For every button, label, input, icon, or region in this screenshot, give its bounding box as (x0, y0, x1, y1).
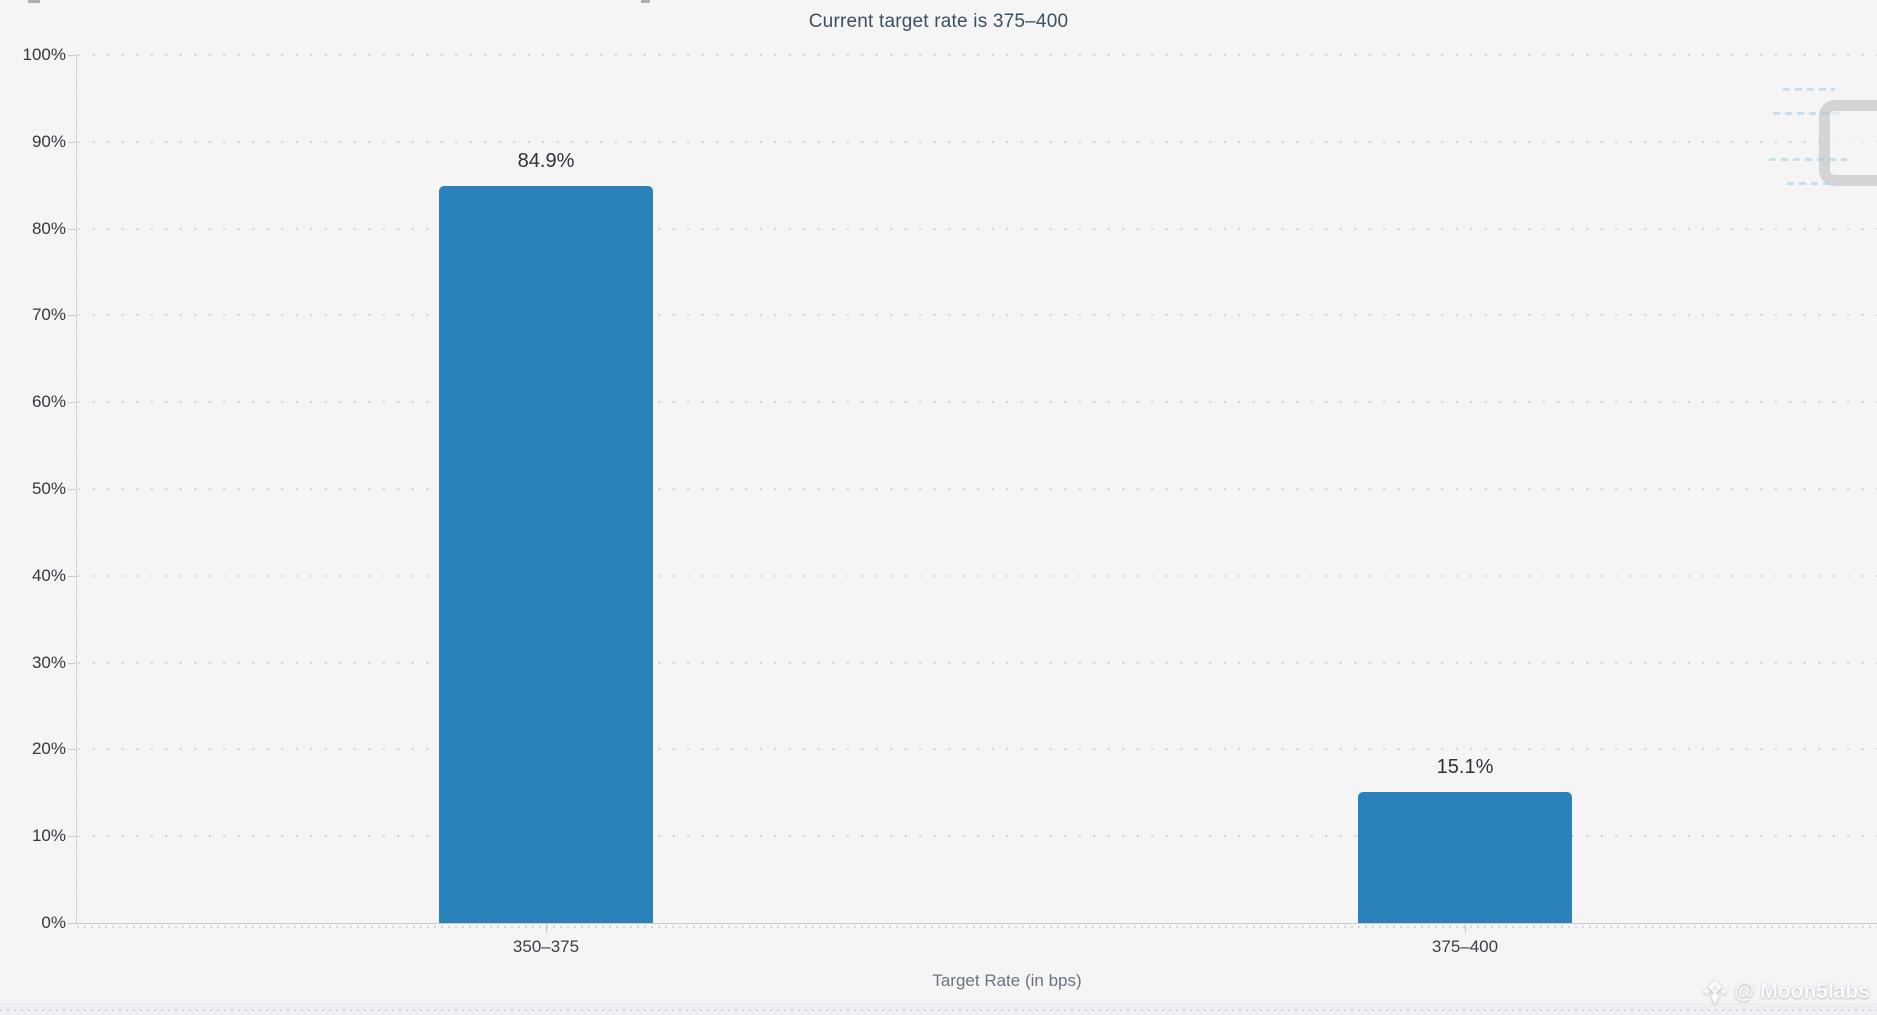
gridline-80 (78, 227, 1877, 230)
edge-logo-watermark-icon (1819, 100, 1877, 186)
y-tick-mark (68, 662, 76, 664)
y-tick-mark (68, 749, 76, 751)
chart-title: Current target rate is 375–400 (808, 11, 1069, 32)
y-tick-label: 80% (31, 218, 66, 238)
cropped-text-fragment (28, 0, 40, 3)
gridline-40 (78, 574, 1877, 577)
plot-area: 84.9% 15.1% (77, 54, 1877, 923)
y-axis-line (76, 55, 77, 924)
next-panel-edge (0, 1003, 1877, 1015)
gridline-60 (78, 401, 1877, 404)
y-tick-mark (68, 55, 76, 56)
watermark: @ Moon5labs (1702, 977, 1870, 1007)
gridline-50 (78, 488, 1877, 490)
y-tick-mark (68, 575, 76, 577)
y-tick-label: 90% (31, 131, 66, 151)
logo-speed-line (1769, 158, 1847, 161)
logo-speed-line (1787, 182, 1833, 185)
x-tick-label: 375–400 (1431, 937, 1499, 956)
watermark-text: @ Moon5labs (1734, 980, 1870, 1003)
logo-speed-line (1783, 88, 1835, 91)
y-tick-label: 10% (31, 826, 66, 846)
y-tick-mark (68, 836, 76, 838)
y-tick-label: 0% (41, 913, 66, 932)
gridline-20 (78, 748, 1877, 751)
x-tick-label: 350–375 (512, 937, 580, 956)
x-tick-mark (1465, 924, 1466, 933)
gridline-100 (78, 54, 1877, 56)
gridline-70 (78, 314, 1877, 317)
y-tick-mark (68, 228, 76, 230)
bar-375–400[interactable] (1358, 791, 1572, 923)
y-tick-label: 60% (31, 392, 66, 412)
x-axis-minor-ticks (77, 926, 1877, 928)
y-tick-label: 30% (31, 652, 66, 672)
logo-speed-line (1773, 112, 1843, 115)
next-panel-gridline (0, 1009, 1877, 1011)
x-axis-line (76, 923, 1877, 924)
diamond-logo-icon (1702, 979, 1728, 1005)
gridline-10 (78, 835, 1877, 838)
y-tick-label: 70% (31, 305, 66, 325)
y-tick-mark (68, 402, 76, 404)
x-tick-mark (546, 924, 547, 933)
y-tick-label: 100% (22, 45, 66, 64)
y-tick-mark (68, 923, 76, 924)
gridline-30 (78, 661, 1877, 664)
cropped-text-fragment (641, 0, 650, 3)
y-tick-label: 50% (31, 479, 66, 498)
y-tick-label: 40% (31, 565, 66, 585)
y-tick-mark (68, 489, 76, 490)
x-axis-title: Target Rate (in bps) (932, 971, 1082, 990)
y-tick-label: 20% (31, 739, 66, 759)
bar-value-label: 15.1% (1436, 755, 1494, 778)
y-tick-mark (68, 315, 76, 317)
bar-350–375[interactable] (439, 186, 653, 923)
gridline-90 (78, 140, 1877, 143)
bar-value-label: 84.9% (517, 150, 575, 173)
y-tick-mark (68, 141, 76, 143)
